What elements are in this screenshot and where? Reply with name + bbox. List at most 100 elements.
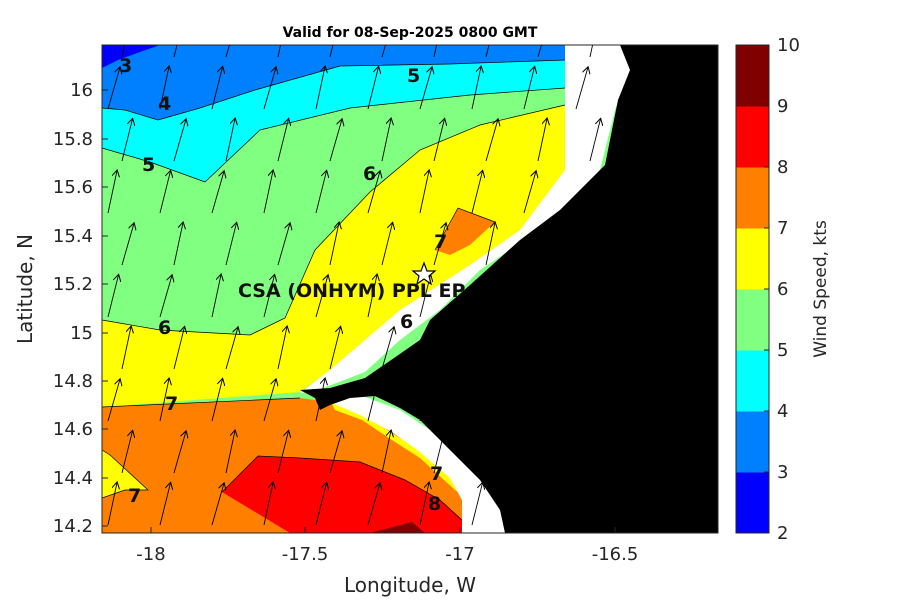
- wind-vector: [471, 170, 483, 214]
- y-axis-label: Latitude, N: [13, 234, 37, 344]
- wind-vector: [329, 45, 334, 58]
- contour-label: 7: [165, 393, 178, 415]
- wind-vector: [589, 45, 594, 58]
- wind-vector: [277, 223, 290, 266]
- wind-vector: [159, 275, 172, 318]
- colorbar-tick-label: 7: [777, 218, 788, 239]
- contour-label: 4: [158, 93, 171, 115]
- wind-vector: [173, 431, 186, 474]
- x-axis: -18 -17.5 -17 -16.5 Longitude, W: [136, 527, 638, 597]
- site-label: CSA (ONHYM) PPL EP: [238, 280, 465, 302]
- wind-vector: [225, 327, 238, 370]
- wind-vector: [121, 118, 133, 162]
- wind-vector: [329, 431, 342, 474]
- y-tick-label: 15: [70, 323, 93, 344]
- wind-vector: [433, 45, 438, 58]
- y-tick-label: 14.2: [53, 516, 93, 537]
- y-tick-label: 15.2: [53, 274, 93, 295]
- colorbar-tick-label: 3: [777, 462, 788, 483]
- wind-vector: [433, 430, 445, 474]
- wind-vector: [263, 379, 276, 422]
- colorbar-swatch: [736, 228, 769, 290]
- wind-vector: [315, 275, 328, 318]
- colorbar-tick-label: 9: [777, 96, 788, 117]
- colorbar-tick-label: 10: [777, 35, 800, 56]
- colorbar-swatch: [736, 350, 769, 412]
- wind-vector: [225, 45, 230, 58]
- band-4-5: [102, 60, 565, 182]
- band-9-10: [370, 522, 425, 533]
- wind-vector: [263, 482, 273, 526]
- wind-vector: [159, 170, 171, 214]
- wind-vector: [471, 66, 481, 110]
- wind-vector: [329, 119, 342, 162]
- contour-label: 8: [428, 493, 441, 515]
- wind-vector: [107, 482, 117, 526]
- colorbar: 2 3 4 5 6 7 8 9 10 Wind Speed, kts: [735, 35, 831, 544]
- contour-label: 7: [430, 463, 443, 485]
- wind-vector: [419, 67, 432, 110]
- no-data-strip: [300, 45, 630, 393]
- wind-vector: [367, 171, 380, 214]
- contour-label: 7: [434, 231, 447, 253]
- y-tick-label: 15.4: [53, 226, 93, 247]
- contour-labels: 3 4 5 5 6 6 7 6 7 7 7 8: [119, 55, 447, 515]
- wind-vector: [315, 482, 327, 526]
- colorbar-swatch: [736, 289, 769, 351]
- wind-vector: [225, 430, 235, 474]
- x-tick-label: -18: [136, 544, 165, 565]
- wind-vector: [173, 222, 183, 266]
- plot-area: [102, 45, 718, 533]
- wind-vector: [107, 170, 117, 214]
- wind-vector: [121, 430, 133, 474]
- wind-vector: [107, 379, 120, 422]
- wind-vector: [225, 118, 235, 162]
- wind-vector: [329, 222, 339, 266]
- colorbar-swatch: [736, 106, 769, 168]
- colorbar-ticks: 2 3 4 5 6 7 8 9 10: [764, 35, 800, 544]
- wind-vector: [173, 326, 185, 370]
- wind-vector: [381, 45, 386, 58]
- band-2-3: [102, 45, 160, 68]
- wind-vector: [315, 66, 325, 110]
- colorbar-swatch: [736, 45, 769, 107]
- wind-vector: [419, 482, 429, 526]
- wind-vector: [485, 119, 498, 162]
- wind-vector: [537, 118, 547, 162]
- wind-vector: [211, 274, 221, 318]
- wind-vector: [263, 67, 276, 110]
- wind-vector: [381, 222, 393, 266]
- band-6-7-coast-south: [330, 394, 462, 495]
- wind-vector: [107, 274, 119, 318]
- wind-vector: [419, 379, 432, 422]
- y-tick-label: 14.4: [53, 468, 93, 489]
- colorbar-swatch: [736, 167, 769, 229]
- contour-label: 6: [400, 311, 413, 333]
- land-mass: [300, 45, 718, 533]
- no-data-strip-south: [330, 395, 510, 533]
- wind-vector: [589, 118, 601, 162]
- band-7-8-coast: [435, 208, 495, 255]
- wind-vector: [315, 170, 327, 214]
- contour-label: 7: [128, 485, 141, 507]
- chart-title: Valid for 08-Sep-2025 0800 GMT: [283, 25, 538, 41]
- wind-vector: [381, 118, 391, 162]
- y-axis: 14.2 14.4 14.6 14.8 15 15.2 15.4 15.6 15…: [13, 80, 108, 537]
- wind-vector: [173, 45, 178, 58]
- wind-vector: [523, 483, 536, 526]
- wind-vector: [277, 326, 287, 370]
- wind-vector: [329, 326, 341, 370]
- wind-vector: [263, 170, 273, 214]
- contour-label: 5: [142, 154, 155, 176]
- wind-vector: [485, 222, 495, 266]
- wind-vector: [315, 378, 325, 422]
- wind-vector: [523, 66, 535, 110]
- wind-vector: [211, 66, 223, 110]
- wind-vector: [485, 431, 498, 474]
- wind-vector: [159, 378, 169, 422]
- wind-vector: [537, 45, 542, 58]
- wind-vector: [367, 66, 379, 110]
- wind-vector: [381, 327, 394, 370]
- band-6-7: [102, 105, 565, 407]
- plot-frame: [101, 44, 719, 534]
